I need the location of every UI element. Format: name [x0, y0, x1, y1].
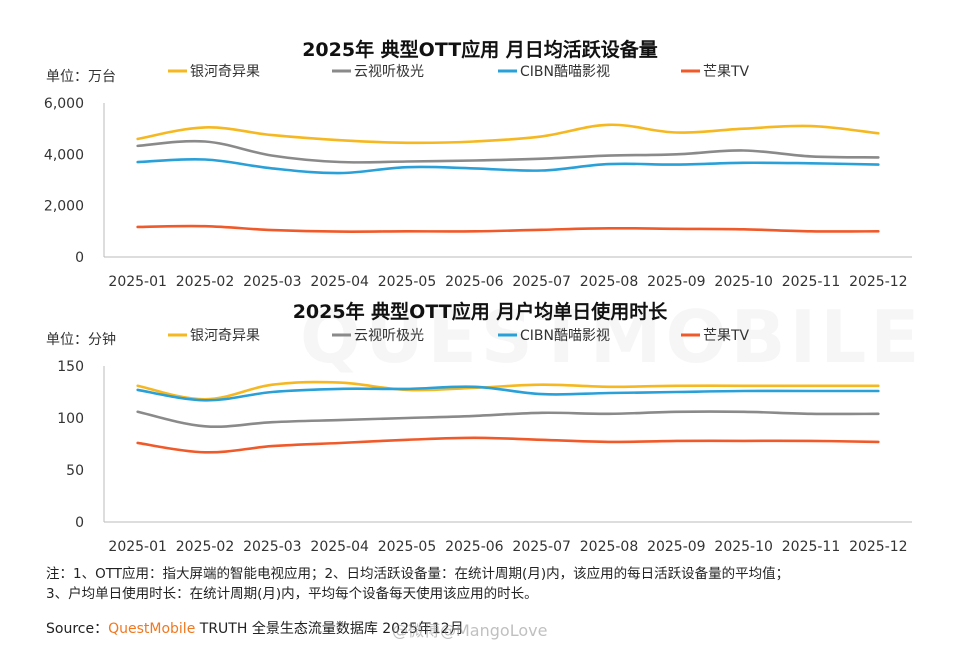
- chart1-legend-label-4: 芒果TV: [703, 64, 750, 80]
- chart2-legend-label-2: 云视听极光: [354, 328, 424, 344]
- chart2-x-tick-label: 2025-12: [849, 539, 908, 555]
- chart1-x-tick-label: 2025-11: [782, 274, 841, 290]
- chart1-series-line-3: [136, 157, 880, 175]
- chart1-legend-label-2: 云视听极光: [354, 64, 424, 80]
- chart1-y-tick-label: 2,000: [44, 199, 84, 215]
- chart2-x-tick-label: 2025-06: [445, 539, 504, 555]
- chart2-x-tick-label: 2025-09: [647, 539, 706, 555]
- source-brand: QuestMobile: [108, 621, 196, 637]
- chart1-x-tick-label: 2025-10: [714, 274, 773, 290]
- chart2-x-tick-label: 2025-04: [310, 539, 369, 555]
- chart1-x-tick-label: 2025-03: [243, 274, 302, 290]
- chart1-x-tick-label: 2025-01: [108, 274, 167, 290]
- chart2-x-tick-label: 2025-08: [580, 539, 639, 555]
- chart1-title: 2025年 典型OTT应用 月日均活跃设备量: [302, 38, 658, 61]
- chart2-legend-label-4: 芒果TV: [703, 328, 750, 344]
- chart1-y-tick-label: 0: [75, 250, 84, 266]
- chart2-legend-label-3: CIBN酷喵影视: [520, 328, 610, 344]
- chart1-series-line-2: [136, 139, 880, 164]
- chart2-series-line-2: [136, 410, 880, 428]
- chart2-title: 2025年 典型OTT应用 月户均单日使用时长: [293, 300, 669, 323]
- chart2-unit-label: 单位：分钟: [46, 331, 116, 348]
- weibo-watermark: @微博@MangoLove: [392, 621, 548, 640]
- chart1-y-tick-label: 4,000: [44, 147, 84, 163]
- chart2-x-tick-label: 2025-03: [243, 539, 302, 555]
- chart1-x-tick-label: 2025-07: [512, 274, 571, 290]
- chart1-x-tick-label: 2025-09: [647, 274, 706, 290]
- note-line-2: 3、户均单日使用时长：在统计周期(月)内，平均每个设备每天使用该应用的时长。: [46, 586, 538, 602]
- chart2-y-tick-label: 100: [57, 411, 84, 427]
- chart1-legend-label-1: 银河奇异果: [190, 63, 260, 80]
- chart2-y-tick-label: 50: [66, 463, 84, 479]
- source-line: Source：QuestMobile TRUTH 全景生态流量数据库 2025年…: [46, 618, 464, 638]
- chart1-y-tick-label: 6,000: [44, 96, 84, 112]
- chart1-series-line-1: [136, 123, 880, 145]
- chart2-x-tick-label: 2025-11: [782, 539, 841, 555]
- chart1-x-tick-label: 2025-06: [445, 274, 504, 290]
- chart1-x-tick-label: 2025-02: [176, 274, 235, 290]
- chart2-series-line-4: [136, 436, 880, 454]
- chart2-x-tick-label: 2025-10: [714, 539, 773, 555]
- chart1-legend-label-3: CIBN酷喵影视: [520, 64, 610, 80]
- chart1-x-tick-label: 2025-08: [580, 274, 639, 290]
- chart2-series-line-3: [136, 385, 880, 402]
- source-suffix: TRUTH 全景生态流量数据库 2025年12月: [195, 621, 464, 637]
- chart1-x-tick-label: 2025-12: [849, 274, 908, 290]
- chart1-unit-label: 单位：万台: [46, 69, 116, 85]
- chart2-x-tick-label: 2025-05: [378, 539, 437, 555]
- chart1-x-tick-label: 2025-05: [378, 274, 437, 290]
- chart2-y-tick-label: 0: [75, 515, 84, 531]
- chart2-legend-label-1: 银河奇异果: [190, 327, 260, 344]
- chart2-x-tick-label: 2025-02: [176, 539, 235, 555]
- chart1-x-tick-label: 2025-04: [310, 274, 369, 290]
- chart2-x-tick-label: 2025-01: [108, 539, 167, 555]
- source-prefix: Source：: [46, 621, 109, 637]
- chart2-y-tick-label: 150: [57, 359, 84, 375]
- chart1-series-line-4: [136, 224, 880, 233]
- chart2-x-tick-label: 2025-07: [512, 539, 571, 555]
- note-line-1: 注：1、OTT应用：指大屏端的智能电视应用；2、日均活跃设备量：在统计周期(月)…: [46, 566, 790, 582]
- chart2-series-line-1: [136, 380, 880, 401]
